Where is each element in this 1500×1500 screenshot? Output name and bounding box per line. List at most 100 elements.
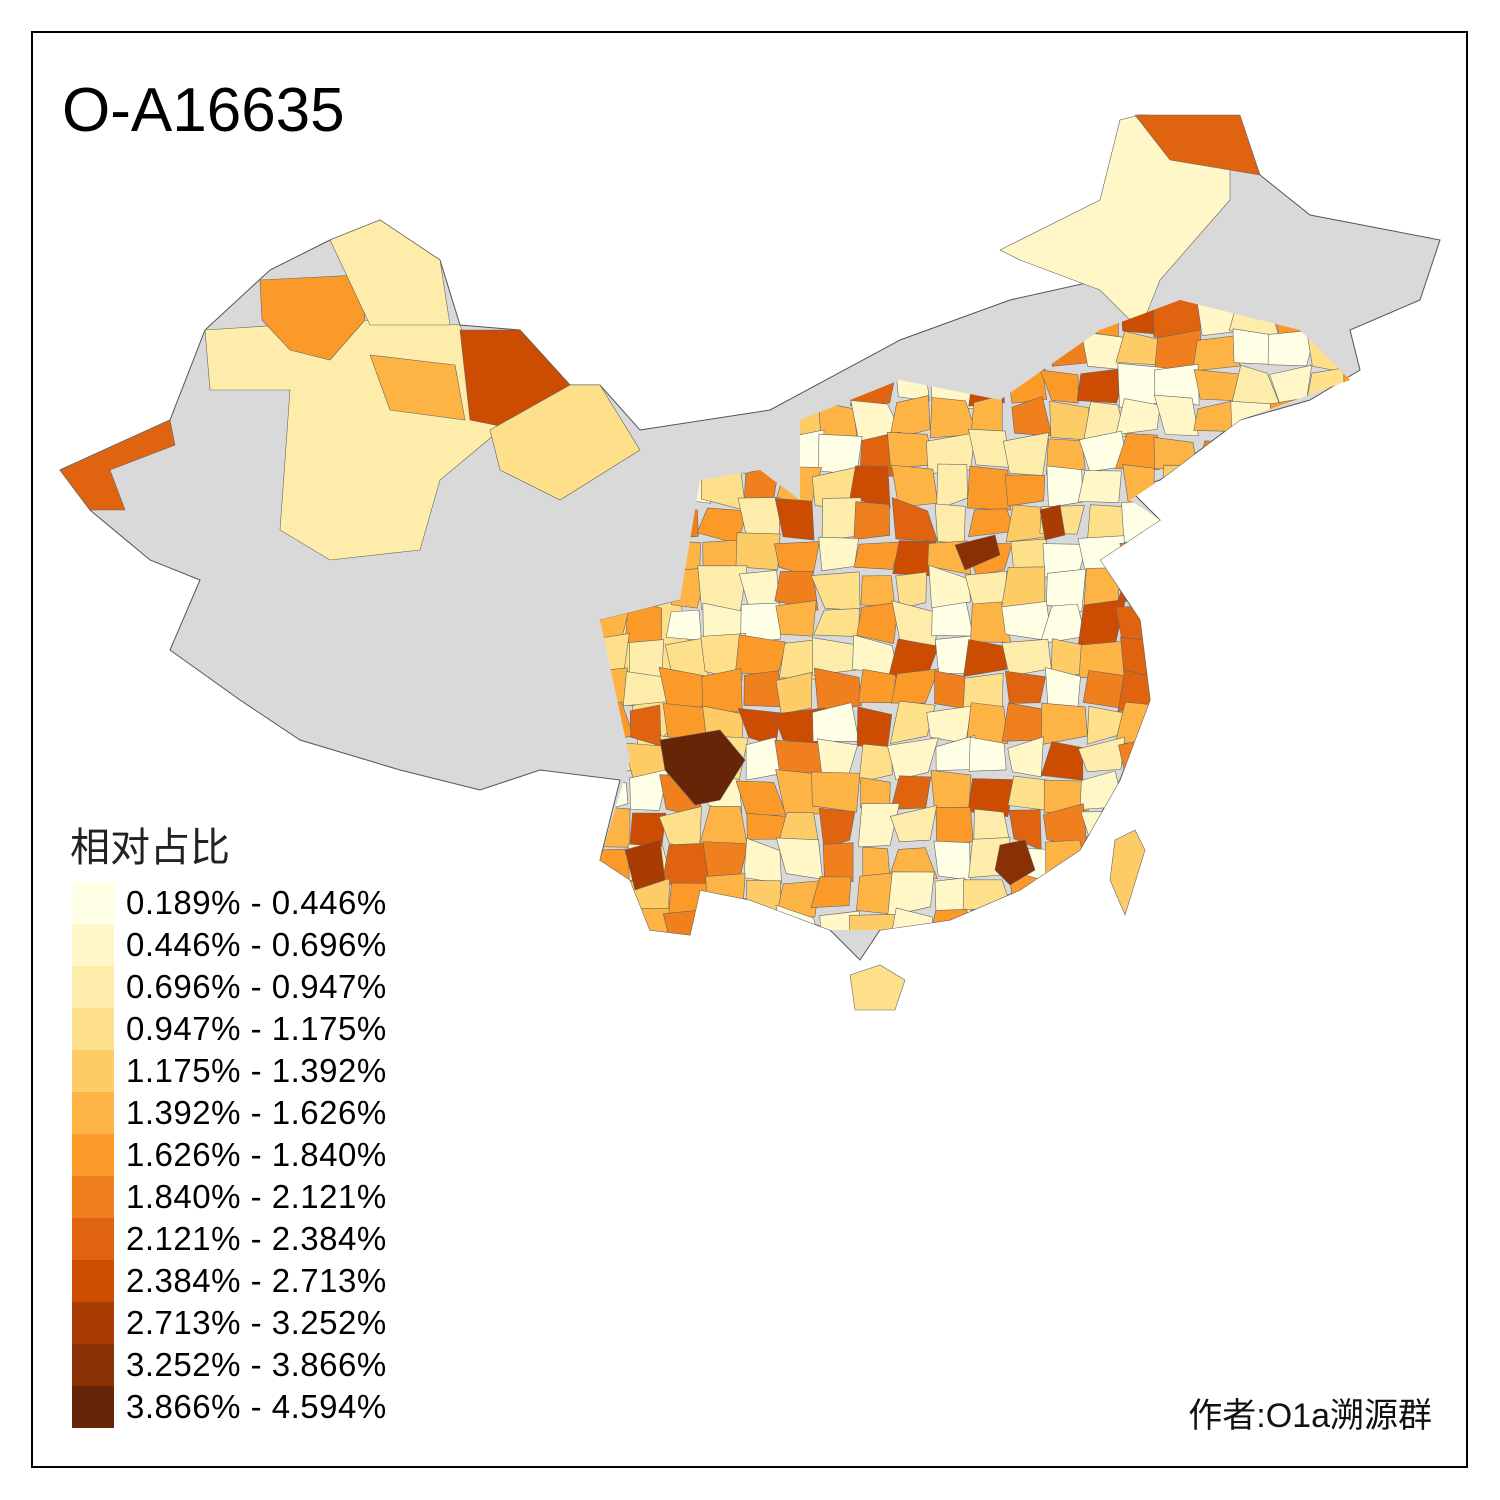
prefecture-region — [934, 503, 966, 544]
prefecture-region — [746, 880, 782, 918]
prefecture-region — [1279, 777, 1311, 813]
prefecture-region — [740, 602, 781, 645]
legend-swatch — [72, 1134, 114, 1176]
prefecture-region — [1164, 811, 1205, 851]
prefecture-region — [818, 807, 856, 849]
prefecture-region — [1343, 467, 1350, 508]
prefecture-region — [1421, 770, 1464, 816]
prefecture-region — [1311, 849, 1350, 883]
legend-swatch — [72, 1092, 114, 1134]
prefecture-region — [659, 332, 702, 370]
prefecture-region — [967, 907, 1005, 935]
prefecture-region — [1270, 539, 1320, 577]
prefecture-region — [889, 395, 931, 441]
prefecture-region — [662, 362, 704, 405]
prefecture-region — [1119, 543, 1165, 576]
region — [1134, 114, 1261, 176]
legend-label: 3.252% - 3.866% — [126, 1346, 387, 1383]
prefecture-region — [811, 771, 861, 813]
prefecture-region — [1385, 708, 1424, 747]
prefecture-region — [1388, 573, 1428, 605]
legend-title: 相对占比 — [70, 826, 230, 870]
prefecture-region — [1077, 736, 1126, 773]
region — [369, 354, 466, 421]
prefecture-region — [889, 700, 936, 744]
prefecture-region — [1153, 394, 1199, 437]
prefecture-region — [740, 361, 784, 409]
prefecture-region — [1343, 600, 1350, 644]
prefecture-region — [665, 609, 702, 641]
prefecture-region — [600, 883, 627, 917]
prefecture-region — [858, 668, 896, 704]
legend-item: 2.121% - 2.384% — [72, 1218, 387, 1260]
prefecture-region — [1200, 670, 1240, 713]
prefecture-region — [1115, 398, 1161, 435]
prefecture-region — [708, 331, 744, 376]
prefecture-region — [1154, 843, 1205, 878]
prefecture-region — [1045, 568, 1087, 613]
prefecture-region — [1154, 363, 1200, 406]
prefecture-region — [1347, 774, 1350, 816]
prefecture-region — [1267, 635, 1315, 680]
prefecture-region — [1343, 437, 1350, 473]
prefecture-region — [820, 300, 863, 335]
prefecture-region — [1115, 433, 1160, 471]
prefecture-region — [1154, 701, 1204, 747]
prefecture-region — [860, 575, 896, 607]
legend-swatch — [72, 1302, 114, 1344]
legend-swatch — [72, 1260, 114, 1302]
prefecture-region — [1270, 810, 1316, 851]
legend-label: 2.713% - 3.252% — [126, 1304, 387, 1341]
prefecture-region — [1306, 532, 1350, 572]
prefecture-region — [1232, 433, 1281, 473]
legend-item: 3.252% - 3.866% — [72, 1344, 387, 1386]
prefecture-region — [1421, 328, 1463, 362]
prefecture-region — [811, 334, 850, 373]
prefecture-region — [1383, 805, 1428, 848]
region — [489, 384, 641, 501]
prefecture-region — [966, 702, 1009, 745]
prefecture-region — [1420, 569, 1466, 603]
prefecture-region — [701, 668, 743, 713]
prefecture-region — [1387, 506, 1428, 541]
prefecture-region — [1421, 838, 1467, 881]
prefecture-region — [627, 366, 668, 408]
prefecture-region — [1420, 874, 1470, 917]
prefecture-region — [1078, 942, 1121, 987]
prefecture-region — [1196, 841, 1236, 884]
legend-swatch — [72, 966, 114, 1008]
prefecture-region — [1076, 367, 1129, 404]
prefecture-region — [700, 633, 746, 681]
prefecture-region — [1309, 464, 1350, 509]
legend-swatch — [72, 1218, 114, 1260]
prefecture-region — [662, 908, 710, 935]
darkest-region — [659, 729, 746, 806]
legend-swatch — [72, 882, 114, 924]
prefecture-region — [701, 300, 742, 338]
prefecture-region — [1237, 670, 1273, 716]
prefecture-region — [1348, 811, 1350, 850]
prefecture-region — [774, 570, 819, 611]
prefecture-region — [857, 803, 900, 848]
prefecture-region — [1161, 769, 1200, 817]
prefecture-region — [1426, 738, 1464, 778]
legend-label: 1.840% - 2.121% — [126, 1178, 387, 1215]
legend-item: 1.626% - 1.840% — [72, 1134, 387, 1176]
prefecture-region — [1118, 780, 1165, 817]
prefecture-region — [624, 907, 670, 935]
prefecture-region — [1155, 530, 1202, 570]
prefecture-region — [822, 842, 854, 884]
prefecture-region — [1310, 808, 1350, 851]
prefecture-region — [1345, 738, 1350, 783]
prefecture-region — [1342, 838, 1350, 879]
prefecture-region — [1426, 531, 1469, 576]
prefecture-region — [887, 871, 935, 917]
prefecture-region — [1192, 604, 1241, 645]
region — [59, 419, 176, 511]
legend-label: 1.626% - 1.840% — [126, 1136, 387, 1173]
prefecture-region — [1192, 779, 1234, 813]
prefecture-region — [962, 879, 1012, 911]
prefecture-region — [1196, 882, 1242, 914]
prefecture-region — [1421, 913, 1468, 946]
dark-region — [954, 534, 1001, 571]
